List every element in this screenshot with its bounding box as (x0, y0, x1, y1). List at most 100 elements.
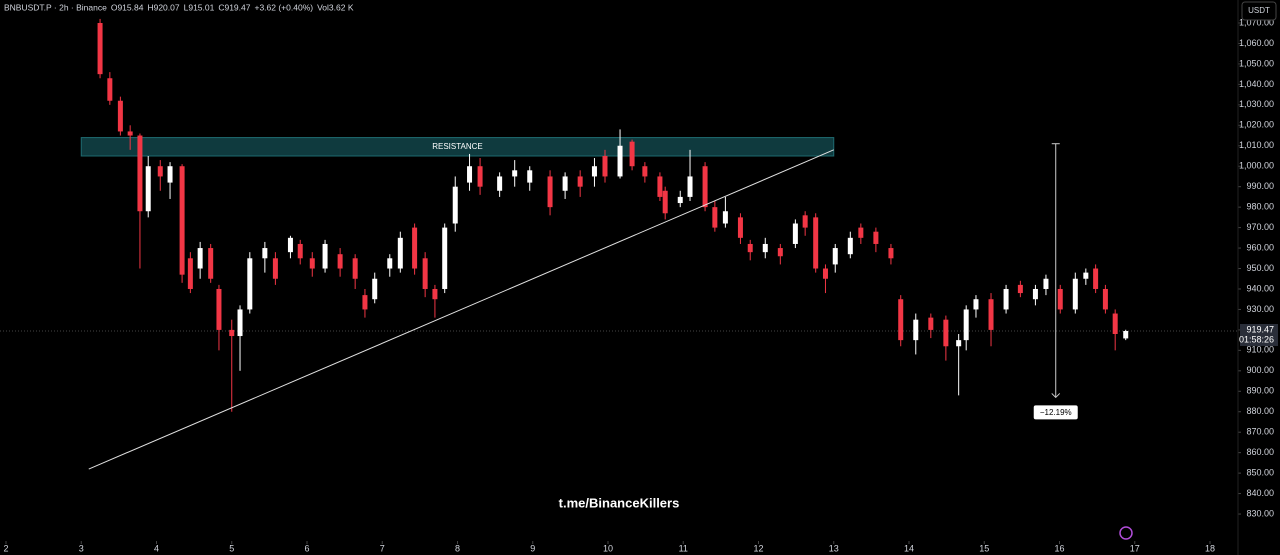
candle-body (297, 243, 303, 259)
candle-body (107, 78, 113, 101)
candle-body (1032, 288, 1038, 300)
y-tick-label: 860.00 (1246, 447, 1274, 457)
candle-body (832, 248, 838, 265)
x-tick-label: 2 (3, 543, 8, 553)
y-tick-label: 1,010.00 (1239, 140, 1274, 150)
y-tick-label: 1,030.00 (1239, 99, 1274, 109)
candle-body (197, 248, 203, 269)
candle-body (1057, 288, 1063, 310)
y-tick-label: 870.00 (1246, 427, 1274, 437)
candle-body (873, 231, 879, 244)
candle-body (747, 243, 753, 253)
trendline (88, 149, 834, 470)
candle-body (127, 131, 133, 136)
x-tick-label: 11 (679, 543, 688, 553)
candle-body (973, 299, 979, 310)
candle-body (943, 319, 949, 347)
flash-icon[interactable] (1119, 526, 1133, 540)
measure-box (1033, 405, 1078, 420)
candle-body (237, 309, 243, 337)
candle-body (591, 166, 597, 177)
y-tick-label: 1,070.00 (1239, 17, 1274, 27)
candle-body (662, 190, 668, 214)
candle-body (898, 299, 904, 341)
candle-body (963, 309, 969, 341)
x-tick-label: 12 (753, 543, 763, 553)
candle-body (229, 329, 235, 337)
candle-body (617, 145, 623, 177)
x-tick-label: 3 (79, 543, 84, 553)
candle-body (179, 166, 185, 275)
candle-body (602, 155, 608, 177)
candle-body (629, 141, 635, 167)
candle-body (452, 186, 458, 224)
y-tick-label: 840.00 (1246, 488, 1274, 498)
candle-body (1043, 278, 1049, 289)
candle-body (577, 176, 583, 187)
candle-body (287, 237, 293, 253)
last-price-label: 919.47 (1246, 324, 1274, 334)
candle-body (913, 319, 919, 341)
y-tick-label: 890.00 (1246, 386, 1274, 396)
x-tick-label: 10 (603, 543, 613, 553)
y-tick-label: 850.00 (1246, 467, 1274, 477)
x-tick-label: 5 (229, 543, 234, 553)
candle-body (687, 176, 693, 197)
last-price-box (1240, 323, 1278, 346)
candle-body (497, 176, 503, 191)
y-tick-label: 1,050.00 (1239, 58, 1274, 68)
header-item: H920.07 (147, 2, 179, 12)
y-tick-label: 930.00 (1246, 304, 1274, 314)
candle-body (412, 227, 418, 269)
candle-body (387, 258, 393, 269)
candle-body (642, 166, 648, 177)
candle-body (928, 317, 934, 330)
x-tick-label: 13 (829, 543, 839, 553)
candle-body (216, 288, 222, 330)
candle-body (777, 248, 783, 257)
y-tick-label: 960.00 (1246, 242, 1274, 252)
candle-body (527, 170, 533, 183)
last-price-timer: 01:58:26 (1239, 334, 1274, 344)
currency-label[interactable]: USDT (1248, 6, 1270, 15)
y-tick-label: 1,040.00 (1239, 79, 1274, 89)
candle-body (762, 243, 768, 253)
candle-body (956, 340, 962, 347)
candle-body (1112, 313, 1118, 334)
candle-body (792, 223, 798, 244)
header-item: Vol3.62 K (317, 2, 354, 12)
x-tick-label: 4 (154, 543, 159, 553)
candle-body (362, 295, 368, 310)
candle-body (1102, 288, 1108, 310)
candle-body (847, 237, 853, 255)
candle-body (547, 176, 553, 208)
y-tick-label: 1,060.00 (1239, 38, 1274, 48)
candle-body (1083, 272, 1089, 279)
candle-body (512, 170, 518, 177)
currency-button[interactable] (1241, 1, 1277, 21)
candle-body (467, 166, 473, 183)
candle-body (813, 217, 819, 269)
candle-body (442, 227, 448, 289)
x-tick-label: 16 (1054, 543, 1064, 553)
x-tick-label: 9 (530, 543, 535, 553)
candle-body (272, 258, 278, 279)
candle-body (337, 254, 343, 269)
candle-body (677, 196, 683, 204)
y-tick-label: 910.00 (1246, 345, 1274, 355)
candle-body (1072, 278, 1078, 310)
candle-body (247, 258, 253, 310)
resistance-label: RESISTANCE (432, 142, 483, 151)
candle-body (208, 248, 214, 279)
y-tick-label: 940.00 (1246, 283, 1274, 293)
watermark: t.me/BinanceKillers (559, 495, 680, 510)
y-tick-label: 950.00 (1246, 263, 1274, 273)
x-tick-label: 7 (380, 543, 385, 553)
candle-body (97, 23, 103, 75)
candle-body (657, 176, 663, 197)
y-tick-label: 830.00 (1246, 508, 1274, 518)
candle-body (372, 278, 378, 300)
y-tick-label: 880.00 (1246, 406, 1274, 416)
